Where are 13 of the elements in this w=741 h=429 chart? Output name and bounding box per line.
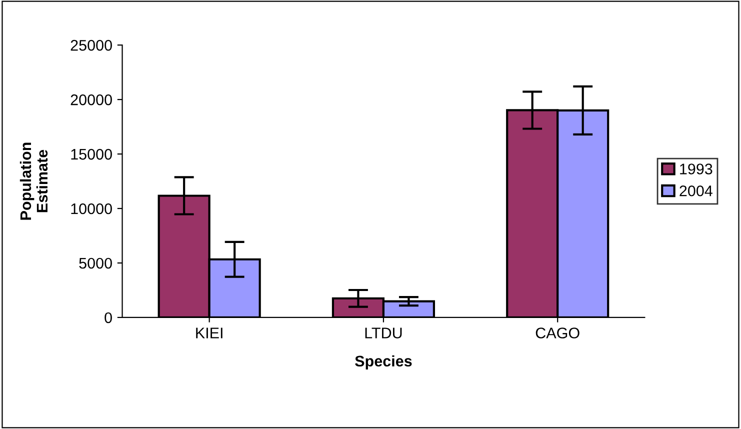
x-tick-label: KIEI	[196, 328, 222, 338]
legend-label: 2004	[680, 185, 712, 196]
y-tick-label: 25000	[70, 40, 112, 51]
x-tick-label: LTDU	[365, 328, 402, 338]
y-tick-label: 5000	[79, 258, 112, 269]
y-tick-label: 0	[104, 312, 112, 324]
x-axis-title: Species	[355, 355, 412, 370]
y-tick-label: 10000	[71, 203, 112, 214]
x-tick-label: CAGO	[536, 328, 580, 338]
y-tick-label: 20000	[70, 94, 112, 106]
legend-label: 1993	[680, 164, 712, 174]
y-axis-title: Population Estimate	[20, 142, 48, 220]
y-tick-label: 15000	[71, 148, 112, 160]
